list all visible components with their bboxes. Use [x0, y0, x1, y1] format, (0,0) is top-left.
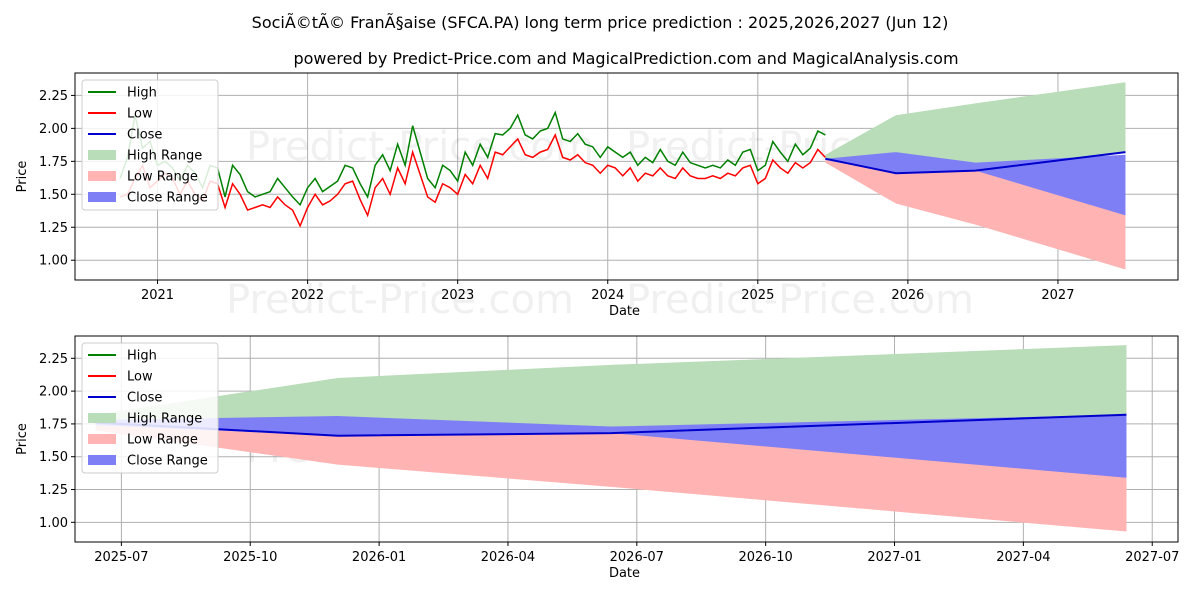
- legend-label: High: [127, 349, 157, 364]
- y-tick-label: 2.00: [39, 122, 68, 137]
- legend-label: High: [127, 86, 157, 101]
- x-axis-label: Date: [609, 566, 640, 581]
- legend-label: Close Range: [127, 191, 208, 206]
- y-tick-label: 1.25: [39, 221, 68, 236]
- y-tick-label: 1.50: [39, 188, 68, 203]
- y-tick-label: 1.00: [39, 516, 68, 531]
- y-tick-label: 1.75: [39, 417, 68, 432]
- legend-label: High Range: [127, 412, 202, 427]
- close-range-band: [825, 152, 1126, 216]
- bottom-panel: 2025-07 2025-10 2026-01 2026-04 2026-07 2026-…: [15, 335, 1179, 581]
- x-tick-label: 2027: [1041, 288, 1074, 303]
- x-tick-label: 2022: [291, 288, 324, 303]
- legend-swatch: [88, 171, 116, 181]
- x-tick-label: 2026-07: [610, 550, 664, 565]
- y-tick-label: 1.75: [39, 155, 68, 170]
- x-tick-label: 2025: [741, 288, 774, 303]
- x-tick-label: 2023: [441, 288, 474, 303]
- y-tick-label: 2.25: [39, 89, 68, 104]
- y-tick-label: 2.25: [39, 352, 68, 367]
- high-range-band: [95, 345, 1127, 436]
- x-tick-label: 2027-01: [867, 550, 921, 565]
- watermark: Predict-Price.com: [626, 277, 974, 323]
- high-series-line: [119, 110, 826, 207]
- high-range-band: [825, 82, 1126, 174]
- x-tick-label: 2025-10: [223, 550, 277, 565]
- chart-subtitle: powered by Predict-Price.com and Magical…: [293, 49, 958, 68]
- legend-label: Close: [127, 128, 162, 143]
- legend-label: Close: [127, 391, 162, 406]
- legend-swatch: [88, 434, 116, 444]
- x-tick-label: 2026: [891, 288, 924, 303]
- y-tick-label: 2.00: [39, 385, 68, 400]
- legend-swatch: [88, 192, 116, 202]
- watermark: Predict-Price.com: [226, 277, 574, 323]
- legend-label: Low Range: [127, 433, 198, 448]
- x-tick-label: 2021: [141, 288, 174, 303]
- chart-title: SociÃ©tÃ© FranÃ§aise (SFCA.PA) long term…: [252, 13, 949, 32]
- top-panel: 2021 2022 2023 2024 2025 2026 2027 1.00 1.25 1.50…: [15, 72, 1179, 323]
- x-tick-label: 2026-04: [481, 550, 535, 565]
- x-axis-label: Date: [609, 304, 640, 319]
- legend-swatch: [88, 413, 116, 423]
- legend-label: Close Range: [127, 454, 208, 469]
- y-tick-label: 1.00: [39, 254, 68, 269]
- legend-label: Low: [127, 370, 153, 385]
- legend-label: Low: [127, 107, 153, 122]
- plot-frame: [74, 335, 1179, 543]
- close-range-band: [95, 414, 1127, 478]
- low-series-line: [119, 133, 826, 228]
- legend-swatch: [88, 150, 116, 160]
- y-axis-label: Price: [15, 423, 30, 455]
- plot-frame: [74, 72, 1179, 281]
- x-tick-label: 2024: [591, 288, 624, 303]
- legend-label: High Range: [127, 149, 202, 164]
- x-tick-label: 2027-07: [1125, 550, 1179, 565]
- legend-label: Low Range: [127, 170, 198, 185]
- y-axis-label: Price: [15, 161, 30, 193]
- x-tick-label: 2025-07: [94, 550, 148, 565]
- close-series-line: [825, 151, 1126, 175]
- watermark: Predict-Price.com: [246, 124, 594, 170]
- x-tick-label: 2026-10: [738, 550, 792, 565]
- legend-swatch: [88, 455, 116, 465]
- y-tick-label: 1.25: [39, 483, 68, 498]
- x-tick-label: 2026-01: [352, 550, 406, 565]
- y-tick-label: 1.50: [39, 450, 68, 465]
- x-tick-label: 2027-04: [996, 550, 1050, 565]
